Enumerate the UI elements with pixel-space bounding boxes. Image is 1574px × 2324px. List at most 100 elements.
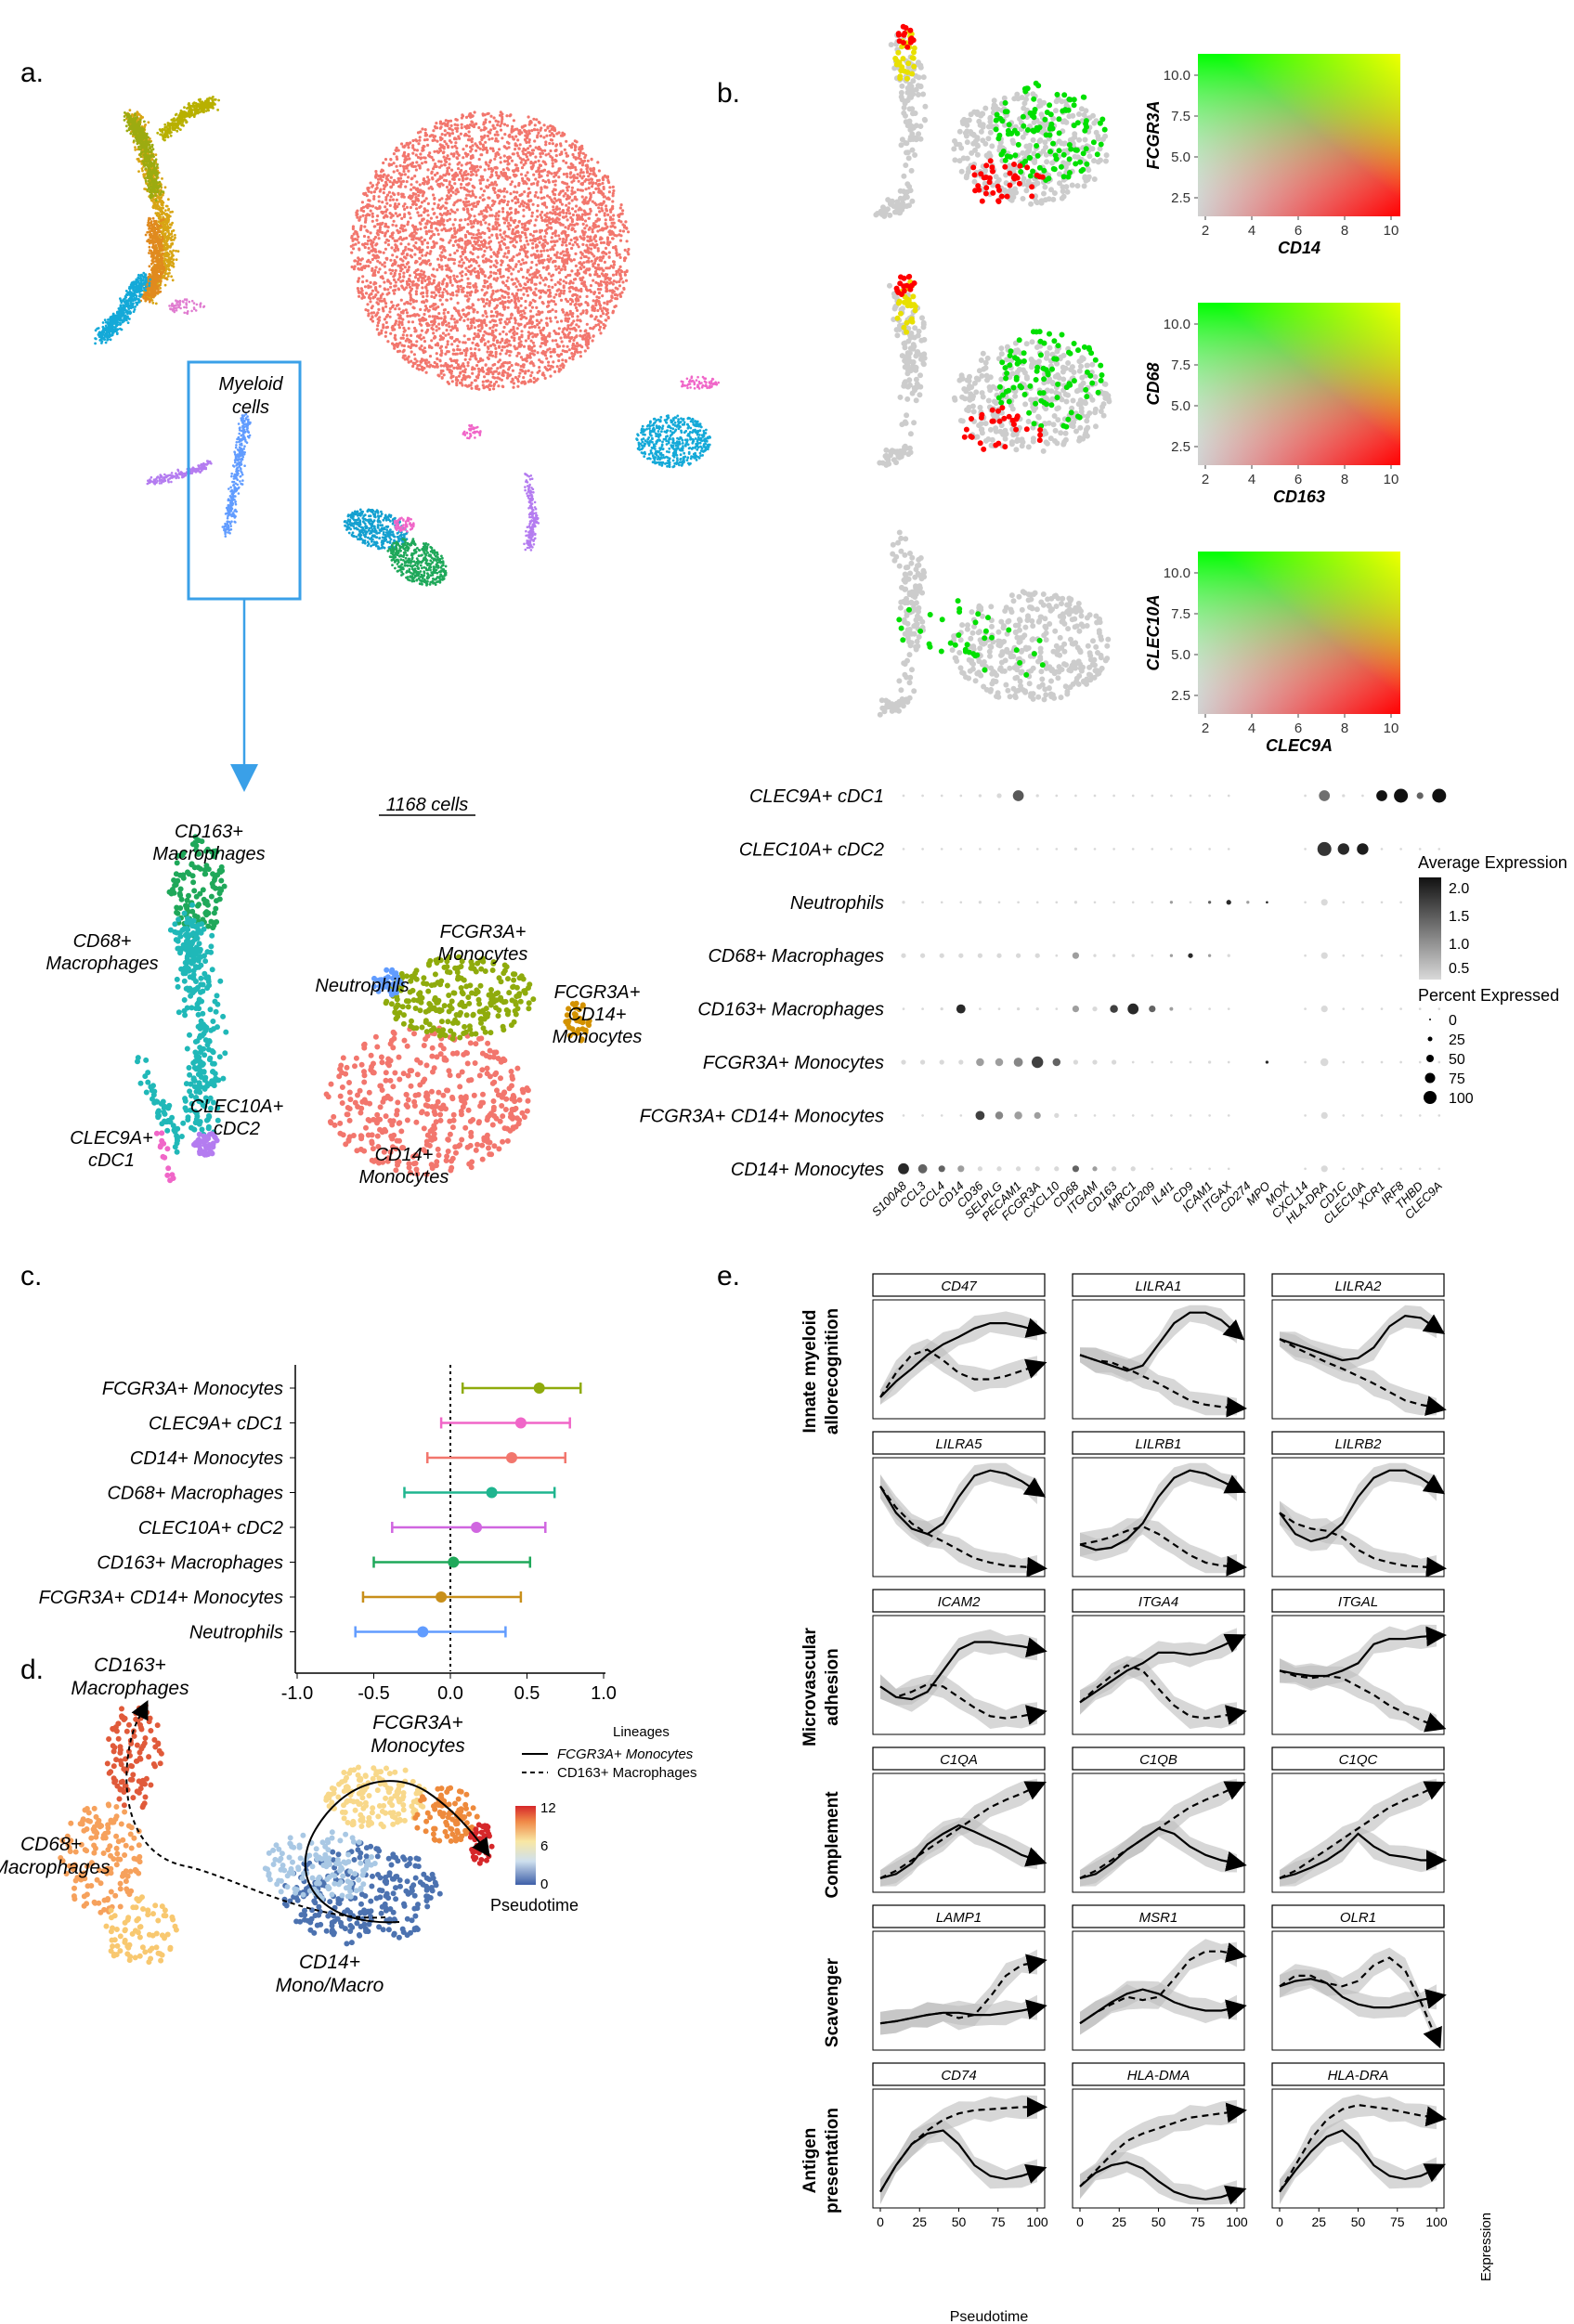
dot-PECAM1	[1015, 1166, 1021, 1172]
smoother-xtick: 100	[1026, 2214, 1048, 2229]
forest-estimate	[471, 1522, 483, 1533]
dot-XCR1	[1380, 954, 1384, 957]
blend-xtick: 10	[1384, 472, 1399, 487]
cluster-strip-orange	[139, 216, 167, 304]
cluster-label-cd14-0: CD14+	[375, 1145, 434, 1165]
forest-plot: FCGR3A+ Monocytes CLEC9A+ cDC1 CD14+ Monoc…	[39, 1365, 617, 1704]
pseudo-cd14	[281, 1840, 443, 1947]
facet-title: LILRB2	[1334, 1436, 1382, 1452]
dot-THBD	[1418, 1007, 1422, 1010]
cluster-strip-top	[156, 96, 220, 142]
dot-CLEC10A	[1361, 954, 1364, 957]
confidence-band-solid	[880, 1311, 1037, 1405]
blend-xtick: 8	[1341, 223, 1348, 239]
pseudotime-title: Pseudotime	[490, 1896, 579, 1915]
smoother-xtick: 25	[1311, 2214, 1326, 2229]
dot-IRF8	[1399, 1060, 1402, 1064]
dot-HLA-DRA	[1320, 899, 1328, 906]
confidence-band-dashed	[1280, 2094, 1437, 2204]
blend-xtick: 6	[1294, 472, 1302, 487]
dot-IL4I1	[1170, 1114, 1173, 1117]
panel-d-letter: d.	[20, 1655, 45, 1685]
pseudotime-legend: Lineages FCGR3A+ Monocytes CD163+ Macrop…	[490, 1724, 697, 1915]
forest-xtick: 0.0	[437, 1683, 463, 1704]
pct-tick-25: 25	[1449, 1032, 1465, 1048]
dot-ITGAX	[1227, 1114, 1230, 1117]
dot-CD274	[1246, 901, 1250, 904]
dot-PECAM1	[1013, 1058, 1023, 1067]
dot-MRC1	[1131, 954, 1135, 957]
dot-row-label: CLEC9A+ cDC1	[749, 786, 884, 807]
cluster-strip-yellow	[124, 109, 180, 305]
dot-HLA-DRA	[1320, 952, 1328, 959]
dot-ITGAX	[1227, 954, 1230, 957]
facet-strip	[1072, 1431, 1245, 1455]
blend-xtick: 2	[1202, 472, 1209, 487]
dot-CD9	[1189, 1114, 1192, 1117]
dot-CXCL10	[1055, 1007, 1059, 1010]
dot-HLA-DRA	[1320, 1111, 1328, 1119]
smoother-xtick: 75	[1390, 2214, 1405, 2229]
dot-CD14	[957, 1165, 965, 1173]
cluster-label-cd68-0: CD68+	[73, 931, 132, 952]
group-label-2: adhesion	[823, 1648, 842, 1725]
dot-HLA-DRA	[1320, 1006, 1328, 1013]
blend-xtick: 4	[1248, 223, 1255, 239]
dot-CD163	[1111, 1059, 1117, 1065]
blend-ytick: 10.0	[1164, 317, 1190, 332]
cluster-label-fcgr3acd14-2: Monocytes	[553, 1027, 643, 1047]
myeloid-cluster-labels: CD163+MacrophagesCD68+MacrophagesNeutrop…	[46, 822, 642, 1188]
dot-ITGAX	[1226, 900, 1231, 905]
forest-estimate	[417, 1626, 429, 1638]
dot-PECAM1	[1017, 901, 1020, 904]
dot-XCR1	[1380, 1060, 1384, 1064]
dot-IRF8	[1399, 1114, 1402, 1117]
dot-IRF8	[1399, 1007, 1402, 1010]
cluster-label-cd163-0: CD163+	[175, 822, 243, 842]
dot-MRC1	[1130, 1166, 1136, 1172]
dot-SELPLG	[997, 1007, 1001, 1010]
facet-title: LAMP1	[936, 1910, 982, 1926]
group-label-2: allorecognition	[823, 1308, 842, 1435]
dot-CD14	[959, 848, 963, 850]
pct-legend-dot-50	[1426, 1055, 1434, 1062]
facet-title: ITGA4	[1138, 1594, 1178, 1610]
cluster-cyan-right	[635, 414, 711, 469]
feature-plot-1	[877, 273, 1112, 468]
dot-IL4I1	[1169, 954, 1174, 957]
dot-CXCL14	[1304, 1060, 1307, 1064]
pct-legend-dot-75	[1424, 1072, 1436, 1084]
group-label-1: Antigen	[800, 2128, 820, 2194]
cluster-pink-mid	[462, 423, 482, 440]
cluster-label-fcgr3acd14-0: FCGR3A+	[554, 982, 641, 1003]
pt-tick-6: 6	[540, 1838, 548, 1854]
myeloid-fcgr3a	[383, 954, 537, 1042]
dot-CD163	[1112, 848, 1115, 850]
dot-CCL4	[940, 1006, 943, 1011]
smooth-line-solid	[1079, 1988, 1247, 2025]
blend-xtick: 4	[1248, 472, 1255, 487]
pseudotime-colorbar	[515, 1806, 536, 1885]
facet-strip	[872, 1904, 1046, 1928]
dot-CCL4	[939, 953, 944, 958]
facet-title: LILRB1	[1135, 1436, 1181, 1452]
pct-tick-75: 75	[1449, 1071, 1465, 1087]
cluster-label-clec9a-1: cDC1	[88, 1150, 135, 1171]
cluster-pink-bottom	[393, 516, 415, 533]
dot-MRC1	[1131, 1114, 1135, 1117]
smoother-ylabel: Expression	[1478, 2213, 1494, 2281]
blend-xtick: 10	[1384, 223, 1399, 239]
smoother-xtick: 0	[1276, 2214, 1283, 2229]
dot-CLEC10A	[1361, 1007, 1364, 1010]
blend-yellow	[1198, 303, 1400, 465]
dot-CLEC9A	[1437, 1167, 1441, 1171]
myeloid-fcgr3a-cd14	[563, 1000, 592, 1044]
facet-strip	[872, 1589, 1046, 1613]
blend-xtick: 10	[1384, 721, 1399, 736]
dot-CLEC10A	[1361, 794, 1364, 798]
dot-THBD	[1416, 792, 1424, 799]
dot-row-label: CD68+ Macrophages	[708, 946, 884, 967]
dot-THBD	[1418, 848, 1422, 850]
blend-xtick: 4	[1248, 721, 1255, 736]
